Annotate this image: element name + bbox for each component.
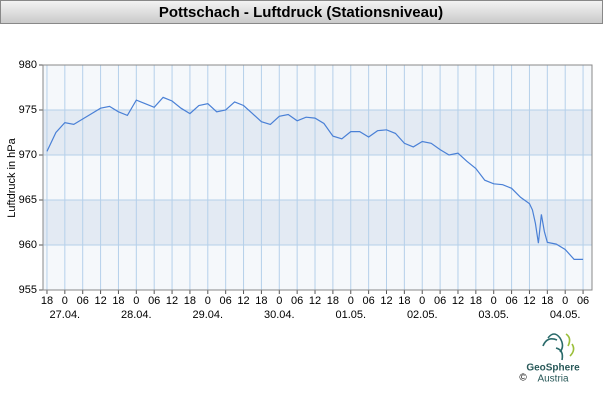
band [43,245,592,290]
y-tick-label: 960 [19,239,37,251]
x-tick-label: 06 [77,295,89,307]
x-tick-label: 0 [205,295,211,307]
date-label: 04.05. [550,309,581,321]
y-axis-label: Luftdruck in hPa [6,137,18,217]
x-tick-label: 0 [491,295,497,307]
band [43,200,592,245]
date-label: 29.04. [193,309,224,321]
x-tick-label: 0 [276,295,282,307]
x-tick-label: 0 [562,295,568,307]
logo: GeoSphere Austria © [519,333,580,385]
band [43,110,592,155]
date-label: 02.05. [407,309,438,321]
x-tick-label: 06 [291,295,303,307]
x-tick-label: 18 [398,295,410,307]
date-label: 28.04. [121,309,152,321]
copyright: © [519,373,527,384]
y-tick-label: 975 [19,104,37,116]
x-tick-label: 12 [309,295,321,307]
x-tick-label: 18 [541,295,553,307]
x-tick-label: 18 [112,295,124,307]
logo-name: GeoSphere [526,363,580,374]
x-tick-label: 0 [419,295,425,307]
x-tick-label: 06 [577,295,589,307]
x-tick-label: 18 [255,295,267,307]
band [43,155,592,200]
x-tick-label: 12 [380,295,392,307]
date-label: 03.05. [478,309,509,321]
x-tick-label: 0 [62,295,68,307]
y-tick-label: 955 [19,284,37,296]
x-tick-label: 18 [327,295,339,307]
logo-sub: Austria [537,374,569,385]
pressure-line [46,96,584,260]
logo-icon [542,333,575,361]
x-tick-label: 12 [94,295,106,307]
x-tick-label: 06 [505,295,517,307]
x-tick-label: 18 [184,295,196,307]
date-label: 27.04. [50,309,81,321]
y-tick-label: 980 [19,59,37,71]
x-tick-label: 18 [41,295,53,307]
chart-title: Pottschach - Luftdruck (Stationsniveau) [159,4,443,21]
x-tick-label: 06 [363,295,375,307]
x-tick-label: 06 [220,295,232,307]
x-tick-label: 12 [237,295,249,307]
y-tick-label: 965 [19,194,37,206]
date-label: 30.04. [264,309,295,321]
x-tick-label: 06 [148,295,160,307]
x-tick-label: 12 [523,295,535,307]
x-tick-label: 0 [133,295,139,307]
x-tick-label: 06 [434,295,446,307]
band [43,65,592,110]
x-tick-label: 12 [452,295,464,307]
y-tick-label: 970 [19,149,37,161]
x-tick-label: 12 [166,295,178,307]
x-tick-label: 0 [348,295,354,307]
x-tick-label: 18 [470,295,482,307]
plot-frame [42,64,593,291]
date-label: 01.05. [335,309,366,321]
